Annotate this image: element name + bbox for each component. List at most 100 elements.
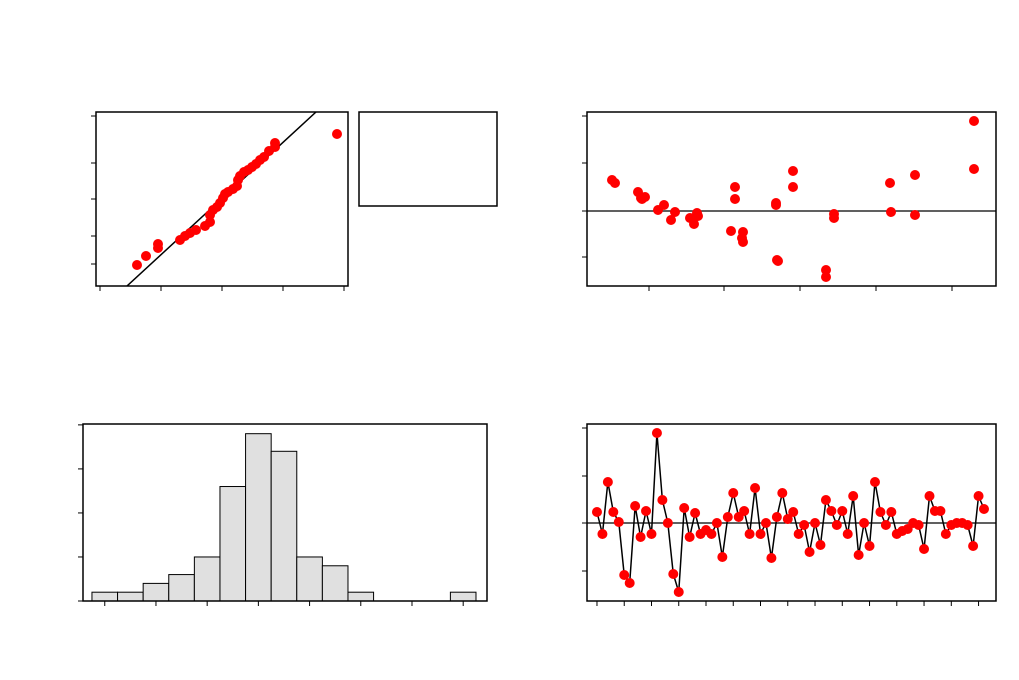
point xyxy=(668,569,679,579)
point xyxy=(886,207,896,217)
point xyxy=(885,178,895,188)
point xyxy=(673,587,684,597)
point xyxy=(973,491,984,501)
point xyxy=(657,495,668,505)
point xyxy=(711,518,722,528)
point xyxy=(810,518,821,528)
point xyxy=(979,504,990,514)
point xyxy=(853,550,864,560)
point xyxy=(910,170,920,180)
point xyxy=(624,578,635,588)
point xyxy=(651,428,662,438)
plot-frame xyxy=(82,423,488,602)
point xyxy=(684,532,695,542)
point xyxy=(969,164,979,174)
point xyxy=(153,239,163,249)
point xyxy=(728,488,739,498)
bar xyxy=(270,450,298,602)
plot-frame xyxy=(586,423,997,602)
point xyxy=(848,491,859,501)
point xyxy=(608,507,619,517)
point xyxy=(837,506,848,516)
point xyxy=(924,491,935,501)
point xyxy=(755,529,766,539)
bar xyxy=(347,591,375,602)
point xyxy=(591,507,602,517)
point xyxy=(641,506,652,516)
point xyxy=(962,520,973,530)
bar xyxy=(245,433,272,602)
point xyxy=(717,552,728,562)
point xyxy=(969,116,979,126)
point xyxy=(799,520,810,530)
point xyxy=(646,529,657,539)
point xyxy=(737,233,747,243)
point xyxy=(141,251,151,261)
point xyxy=(744,529,755,539)
point xyxy=(910,210,920,220)
point xyxy=(270,138,280,148)
point xyxy=(940,529,951,539)
point xyxy=(821,272,831,282)
point xyxy=(690,508,701,518)
point xyxy=(750,483,761,493)
point xyxy=(820,495,831,505)
point xyxy=(689,219,699,229)
bar xyxy=(117,591,144,602)
point xyxy=(630,501,641,511)
point xyxy=(829,213,839,223)
point xyxy=(730,182,740,192)
point xyxy=(659,200,669,210)
bar xyxy=(321,565,349,602)
bar xyxy=(296,556,323,602)
bar xyxy=(193,556,221,602)
point xyxy=(771,200,781,210)
point xyxy=(670,207,680,217)
point xyxy=(821,265,831,275)
point xyxy=(875,507,886,517)
point xyxy=(771,512,782,522)
point xyxy=(726,226,736,236)
point xyxy=(760,518,771,528)
point xyxy=(739,506,750,516)
point xyxy=(706,529,717,539)
point xyxy=(804,547,815,557)
point xyxy=(766,553,777,563)
bar xyxy=(91,591,119,602)
bar xyxy=(449,591,477,602)
point xyxy=(859,518,870,528)
bar xyxy=(219,486,247,602)
point xyxy=(777,488,788,498)
point xyxy=(788,166,798,176)
point xyxy=(205,217,215,227)
point xyxy=(831,520,842,530)
point xyxy=(602,477,613,487)
point xyxy=(637,194,647,204)
point xyxy=(815,540,826,550)
point xyxy=(613,517,624,527)
point xyxy=(842,529,853,539)
point xyxy=(773,256,783,266)
point xyxy=(886,507,897,517)
point xyxy=(880,520,891,530)
bar xyxy=(168,574,195,602)
point xyxy=(332,129,342,139)
plot-frame xyxy=(95,111,349,287)
point xyxy=(869,477,880,487)
point xyxy=(662,518,673,528)
point xyxy=(191,225,201,235)
point xyxy=(679,503,690,513)
point xyxy=(913,520,924,530)
point xyxy=(610,178,620,188)
point xyxy=(597,529,608,539)
point xyxy=(935,506,946,516)
point xyxy=(826,506,837,516)
bar xyxy=(142,582,170,602)
plot-frame xyxy=(586,111,997,287)
point xyxy=(722,512,733,522)
point xyxy=(730,194,740,204)
point xyxy=(132,260,142,270)
point xyxy=(968,541,979,551)
point xyxy=(635,532,646,542)
